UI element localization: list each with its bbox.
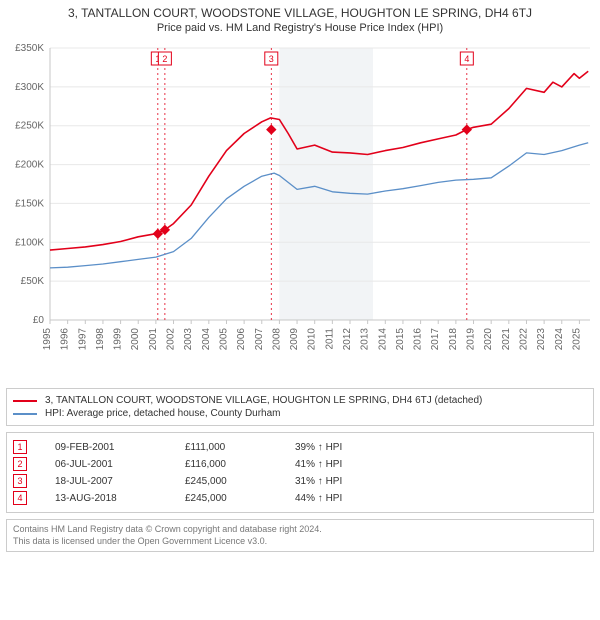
svg-text:1995: 1995 [42, 328, 53, 351]
chart-canvas: £0 £50K £100K £150K £200K £250K £300K £350K 1995… [6, 40, 594, 380]
sale-delta: 31% ↑ HPI [295, 476, 587, 487]
svg-text:£200K: £200K [15, 160, 44, 171]
svg-text:£350K: £350K [15, 43, 44, 54]
svg-text:2008: 2008 [271, 328, 282, 351]
sale-price: £111,000 [185, 442, 295, 453]
sale-row: 1 09-FEB-2001£111,00039% ↑ HPI [13, 440, 587, 454]
page-subtitle: Price paid vs. HM Land Registry's House … [6, 22, 594, 34]
svg-text:2007: 2007 [254, 328, 265, 351]
sale-delta: 44% ↑ HPI [295, 493, 587, 504]
svg-text:£0: £0 [33, 315, 45, 326]
sale-badge: 3 [13, 474, 27, 488]
svg-text:2001: 2001 [148, 328, 159, 351]
svg-text:2012: 2012 [342, 328, 353, 351]
sale-badge: 1 [13, 440, 27, 454]
legend-label: 3, TANTALLON COURT, WOODSTONE VILLAGE, H… [45, 395, 482, 406]
svg-text:3: 3 [269, 54, 274, 64]
svg-text:1997: 1997 [77, 328, 88, 351]
svg-text:2025: 2025 [571, 328, 582, 351]
svg-text:1998: 1998 [95, 328, 106, 351]
svg-text:2017: 2017 [430, 328, 441, 351]
svg-text:2021: 2021 [501, 328, 512, 351]
price-chart: £0 £50K £100K £150K £200K £250K £300K £350K 1995… [6, 40, 594, 380]
sale-delta: 39% ↑ HPI [295, 442, 587, 453]
svg-text:£100K: £100K [15, 237, 44, 248]
sale-row: 2 06-JUL-2001£116,00041% ↑ HPI [13, 457, 587, 471]
svg-text:1999: 1999 [113, 328, 124, 351]
svg-text:2024: 2024 [554, 328, 565, 351]
sale-date: 13-AUG-2018 [55, 493, 185, 504]
legend-label: HPI: Average price, detached house, Coun… [45, 408, 281, 419]
sale-date: 09-FEB-2001 [55, 442, 185, 453]
svg-text:2006: 2006 [236, 328, 247, 351]
svg-text:2014: 2014 [377, 328, 388, 351]
svg-text:£50K: £50K [21, 276, 45, 287]
svg-text:£150K: £150K [15, 198, 44, 209]
svg-text:2010: 2010 [307, 328, 318, 351]
svg-text:2004: 2004 [201, 328, 212, 351]
svg-text:2005: 2005 [218, 328, 229, 351]
svg-text:2020: 2020 [483, 328, 494, 351]
legend-swatch [13, 400, 37, 402]
sale-badge: 2 [13, 457, 27, 471]
sale-delta: 41% ↑ HPI [295, 459, 587, 470]
svg-text:£250K: £250K [15, 121, 44, 132]
legend-swatch [13, 413, 37, 415]
svg-text:4: 4 [464, 54, 469, 64]
svg-text:£300K: £300K [15, 82, 44, 93]
sale-date: 06-JUL-2001 [55, 459, 185, 470]
svg-text:2023: 2023 [536, 328, 547, 351]
sale-price: £116,000 [185, 459, 295, 470]
attribution-footer: Contains HM Land Registry data © Crown c… [6, 519, 594, 552]
svg-text:2003: 2003 [183, 328, 194, 351]
svg-text:2000: 2000 [130, 328, 141, 351]
sale-row: 3 18-JUL-2007£245,00031% ↑ HPI [13, 474, 587, 488]
svg-text:2015: 2015 [395, 328, 406, 351]
svg-text:2002: 2002 [166, 328, 177, 351]
legend-item: HPI: Average price, detached house, Coun… [13, 408, 587, 419]
sale-row: 4 13-AUG-2018£245,00044% ↑ HPI [13, 491, 587, 505]
page-title: 3, TANTALLON COURT, WOODSTONE VILLAGE, H… [6, 6, 594, 20]
svg-text:1996: 1996 [60, 328, 71, 351]
svg-text:2009: 2009 [289, 328, 300, 351]
sale-badge: 4 [13, 491, 27, 505]
legend: 3, TANTALLON COURT, WOODSTONE VILLAGE, H… [6, 388, 594, 426]
svg-text:2011: 2011 [324, 328, 335, 350]
svg-text:2018: 2018 [448, 328, 459, 351]
sale-price: £245,000 [185, 493, 295, 504]
legend-item: 3, TANTALLON COURT, WOODSTONE VILLAGE, H… [13, 395, 587, 406]
svg-text:2022: 2022 [518, 328, 529, 351]
sale-date: 18-JUL-2007 [55, 476, 185, 487]
sale-price: £245,000 [185, 476, 295, 487]
svg-text:2016: 2016 [413, 328, 424, 351]
svg-text:2019: 2019 [466, 328, 477, 351]
svg-text:2: 2 [162, 54, 167, 64]
svg-text:2013: 2013 [360, 328, 371, 351]
sales-table: 1 09-FEB-2001£111,00039% ↑ HPI 2 06-JUL-200… [6, 432, 594, 513]
footer-line-2: This data is licensed under the Open Gov… [13, 536, 587, 548]
footer-line-1: Contains HM Land Registry data © Crown c… [13, 524, 587, 536]
